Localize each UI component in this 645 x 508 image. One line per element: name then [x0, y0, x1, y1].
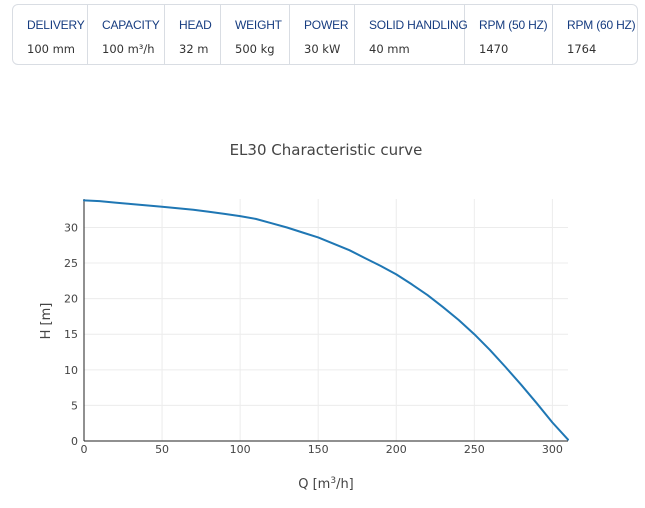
- x-tick-label: 50: [155, 443, 169, 456]
- x-tick-label: 150: [308, 443, 329, 456]
- series-layer: [83, 199, 569, 441]
- y-tick-label: 10: [64, 364, 78, 377]
- y-tick-label: 20: [64, 293, 78, 306]
- axis-layer: 0 50 100 150 200 250 300 0 5 10 15 20 25 30: [64, 199, 568, 456]
- y-axis-label: H [m]: [39, 303, 54, 340]
- spec-delivery: DELIVERY 100 mm: [13, 5, 88, 64]
- x-tick-label: 300: [542, 443, 563, 456]
- y-tick-label: 25: [64, 257, 78, 270]
- spec-value: 40 mm: [369, 42, 410, 56]
- y-tick-label: 0: [71, 435, 78, 448]
- spec-head: HEAD 32 m: [165, 5, 221, 64]
- spec-value: 100 m³/h: [102, 42, 155, 56]
- y-tick-label: 15: [64, 328, 78, 341]
- spec-capacity: CAPACITY 100 m³/h: [88, 5, 165, 64]
- y-tick-label: 30: [64, 221, 78, 234]
- spec-solid-handling: SOLID HANDLING 40 mm: [355, 5, 468, 64]
- specs-table: DELIVERY 100 mm CAPACITY 100 m³/h HEAD 3…: [12, 4, 638, 65]
- spec-label: WEIGHT: [235, 18, 282, 32]
- spec-value: 500 kg: [235, 42, 275, 56]
- y-tick-label: 5: [71, 399, 78, 412]
- spec-label: CAPACITY: [102, 18, 160, 32]
- grid-layer: [84, 199, 568, 441]
- spec-value: 100 mm: [27, 42, 76, 56]
- x-tick-label: 100: [230, 443, 251, 456]
- chart-container: EL30 Characteristic curve 0 50 100 150 200 25…: [0, 120, 645, 504]
- spec-label: RPM (60 HZ): [567, 18, 636, 32]
- spec-rpm-50hz: RPM (50 HZ) 1470: [465, 5, 553, 64]
- spec-weight: WEIGHT 500 kg: [221, 5, 290, 64]
- series-line: [83, 199, 569, 441]
- spec-power: POWER 30 kW: [290, 5, 355, 64]
- spec-label: POWER: [304, 18, 349, 32]
- x-tick-label: 0: [81, 443, 88, 456]
- spec-rpm-60hz: RPM (60 HZ) 1764: [553, 5, 637, 64]
- chart-title: EL30 Characteristic curve: [230, 141, 423, 159]
- x-tick-label: 200: [386, 443, 407, 456]
- spec-value: 1470: [479, 42, 509, 56]
- x-axis-label: Q [m3/h]: [298, 476, 354, 492]
- spec-label: SOLID HANDLING: [369, 18, 468, 32]
- characteristic-curve-chart: EL30 Characteristic curve 0 50 100 150 200 25…: [39, 141, 569, 492]
- spec-value: 32 m: [179, 42, 209, 56]
- x-tick-label: 250: [464, 443, 485, 456]
- spec-label: DELIVERY: [27, 18, 85, 32]
- spec-value: 1764: [567, 42, 597, 56]
- spec-label: RPM (50 HZ): [479, 18, 548, 32]
- spec-label: HEAD: [179, 18, 212, 32]
- spec-value: 30 kW: [304, 42, 341, 56]
